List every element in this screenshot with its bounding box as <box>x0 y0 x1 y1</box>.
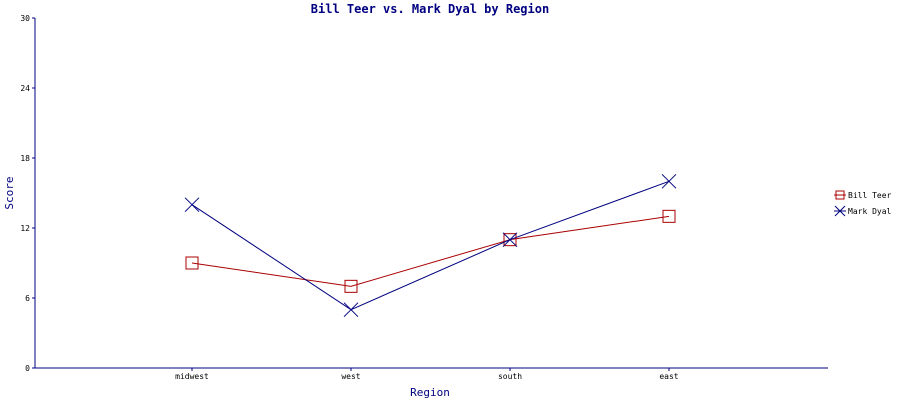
x-tick-label: west <box>341 372 360 381</box>
legend: Bill Teer Mark Dyal <box>834 190 892 217</box>
legend-item: Mark Dyal <box>834 205 892 217</box>
y-tick-label: 12 <box>20 224 30 233</box>
data-point-square <box>503 233 517 247</box>
data-point-x <box>343 302 359 318</box>
x-axis-label: Region <box>410 386 450 399</box>
y-tick-label: 24 <box>20 84 30 93</box>
series-line <box>191 180 670 311</box>
data-point-x <box>661 173 677 189</box>
legend-item: Bill Teer <box>834 190 892 200</box>
x-tick-label: south <box>498 372 522 381</box>
x-axis-ticks: midwest west south east <box>175 368 679 381</box>
chart-title: Bill Teer vs. Mark Dyal by Region <box>311 2 549 16</box>
data-point-square <box>344 279 358 293</box>
legend-marker-square <box>835 190 845 200</box>
legend-label: Bill Teer <box>848 191 892 200</box>
y-tick-label: 30 <box>20 14 30 23</box>
series-bill-teer <box>185 209 676 293</box>
data-point-x-stroke <box>661 173 677 189</box>
series-layer <box>184 173 677 318</box>
series-line <box>191 215 670 287</box>
data-point-square <box>662 209 676 223</box>
y-axis-ticks: 0 6 12 18 24 30 <box>20 14 35 373</box>
y-tick-label: 18 <box>20 154 30 163</box>
x-tick-label: east <box>659 372 678 381</box>
data-point-square <box>185 256 199 270</box>
y-tick-label: 6 <box>25 294 30 303</box>
data-point-x-stroke <box>184 197 200 213</box>
data-point-x-stroke <box>343 302 359 318</box>
series-mark-dyal <box>184 173 677 318</box>
y-tick-label: 0 <box>25 364 30 373</box>
y-axis-label: Score <box>3 176 16 209</box>
data-point-x-stroke <box>502 232 518 248</box>
legend-marker-x-stroke <box>834 205 846 217</box>
data-point-x <box>184 197 200 213</box>
data-point-x <box>502 232 518 248</box>
x-tick-label: midwest <box>175 372 209 381</box>
legend-label: Mark Dyal <box>848 207 892 216</box>
